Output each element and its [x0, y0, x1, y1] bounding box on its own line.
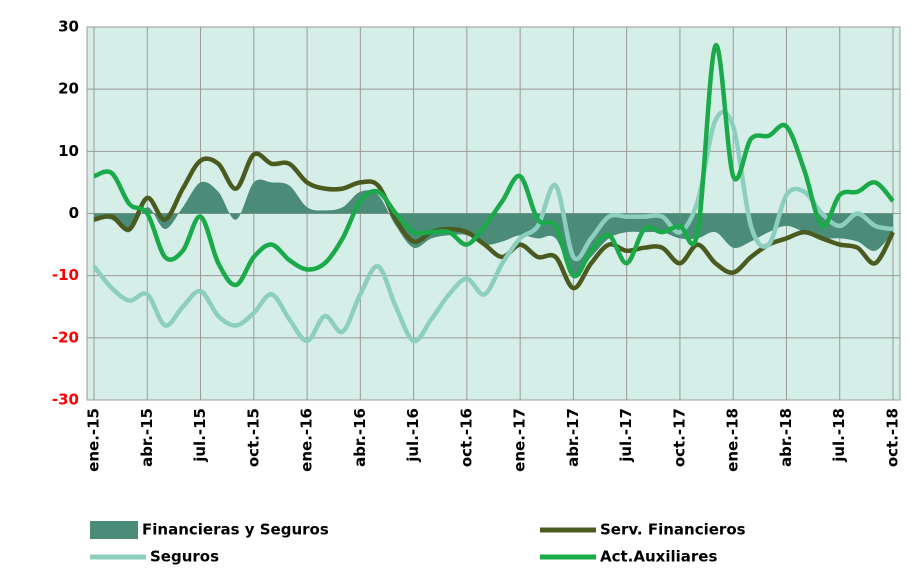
x-tick-label: oct.-16 [457, 408, 475, 467]
x-tick-label: jul.-18 [830, 408, 848, 463]
x-tick-label: abr.-17 [564, 408, 582, 467]
x-tick-label: ene.-17 [511, 408, 529, 472]
x-tick-label: oct.-17 [670, 408, 688, 467]
x-tick-label: oct.-15 [244, 408, 262, 467]
area [94, 179, 893, 277]
x-tick-label: abr.-15 [138, 408, 156, 467]
x-tick-label: ene.-16 [298, 408, 316, 472]
legend-label: Act.Auxiliares [600, 548, 717, 566]
x-tick-label: oct.-18 [884, 408, 902, 467]
line [93, 43, 895, 288]
legend-label: Seguros [150, 548, 219, 566]
y-tick-label: -10 [52, 266, 79, 284]
line [92, 109, 894, 344]
legend-label: Serv. Financieros [600, 521, 746, 539]
x-tick-label: abr.-18 [777, 408, 795, 467]
x-tick-label: jul.-16 [404, 408, 422, 463]
x-tick-label: jul.-17 [617, 408, 635, 463]
y-tick-label: 0 [69, 204, 79, 222]
y-tick-label: 30 [58, 18, 79, 36]
legend-label: Financieras y Seguros [142, 521, 329, 539]
x-tick-label: abr.-16 [351, 408, 369, 467]
x-tick-label: ene.-18 [724, 408, 742, 472]
y-tick-label: -30 [52, 391, 79, 409]
y-tick-label: -20 [52, 328, 79, 346]
y-tick-label: 10 [58, 142, 79, 160]
line [93, 151, 896, 291]
y-tick-label: 20 [58, 80, 79, 98]
x-tick-label: ene.-15 [85, 408, 103, 472]
x-tick-label: jul.-15 [191, 408, 209, 463]
legend-swatch [90, 521, 138, 539]
